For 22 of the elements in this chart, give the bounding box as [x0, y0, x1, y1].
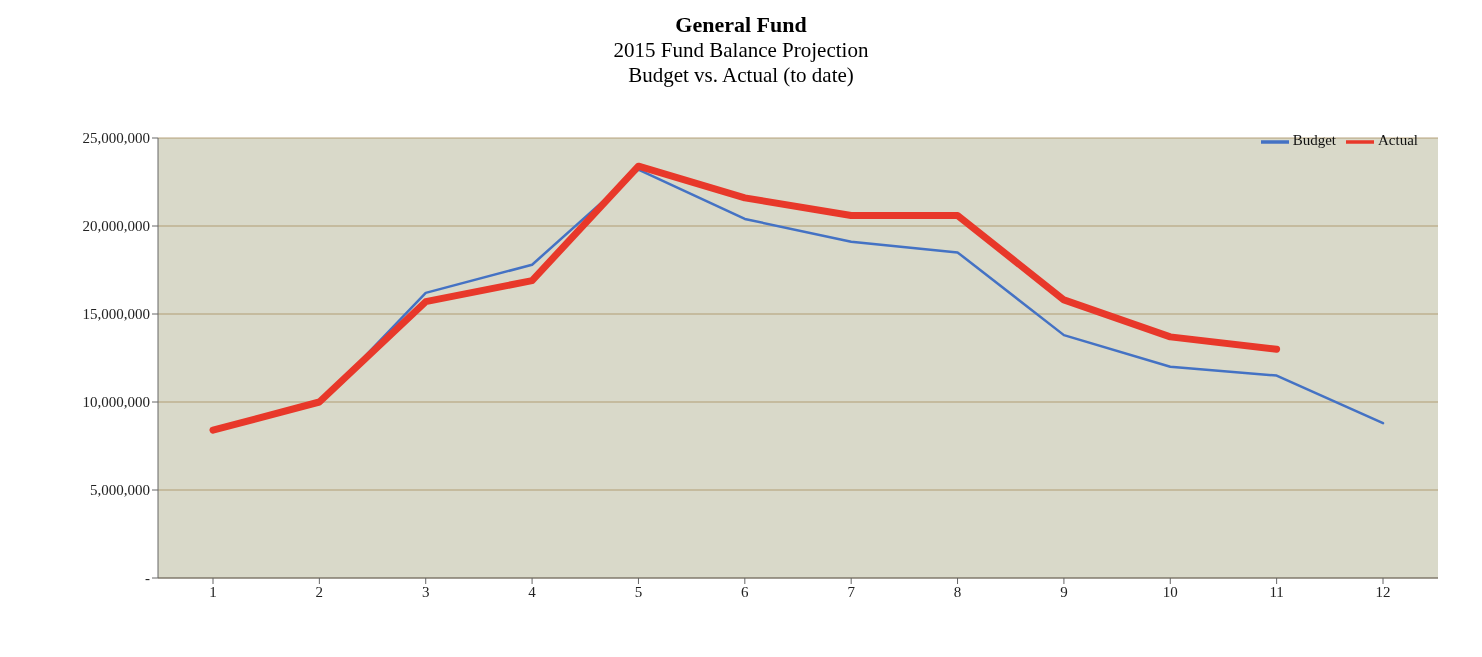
y-tick-label: 25,000,000	[82, 130, 150, 147]
chart-title: General Fund	[674, 12, 808, 38]
x-tick-label: 8	[953, 583, 962, 600]
x-tick-label: 3	[421, 583, 430, 600]
x-tick-label: 2	[315, 583, 324, 600]
chart-subtitle: 2015 Fund Balance Projection Budget vs. Actual (to date)	[612, 38, 870, 88]
y-tick-label: -	[145, 570, 150, 587]
x-tick-label: 6	[741, 583, 750, 600]
y-tick-label: 10,000,000	[82, 394, 150, 411]
x-tick-label: 9	[1060, 583, 1068, 600]
legend-label: Budget	[1292, 132, 1337, 149]
y-tick-label: 20,000,000	[82, 218, 150, 235]
x-tick-label: 10	[1162, 583, 1178, 600]
legend-label: Actual	[1378, 132, 1418, 149]
x-tick-label: 7	[847, 583, 856, 600]
x-tick-label: 1	[209, 583, 217, 600]
y-tick-label: 5,000,000	[90, 482, 150, 499]
x-tick-label: 4	[528, 583, 537, 600]
y-tick-label: 15,000,000	[82, 306, 150, 323]
x-tick-label: 5	[634, 583, 643, 600]
x-tick-label: 12	[1375, 583, 1391, 600]
x-tick-label: 11	[1269, 583, 1284, 600]
